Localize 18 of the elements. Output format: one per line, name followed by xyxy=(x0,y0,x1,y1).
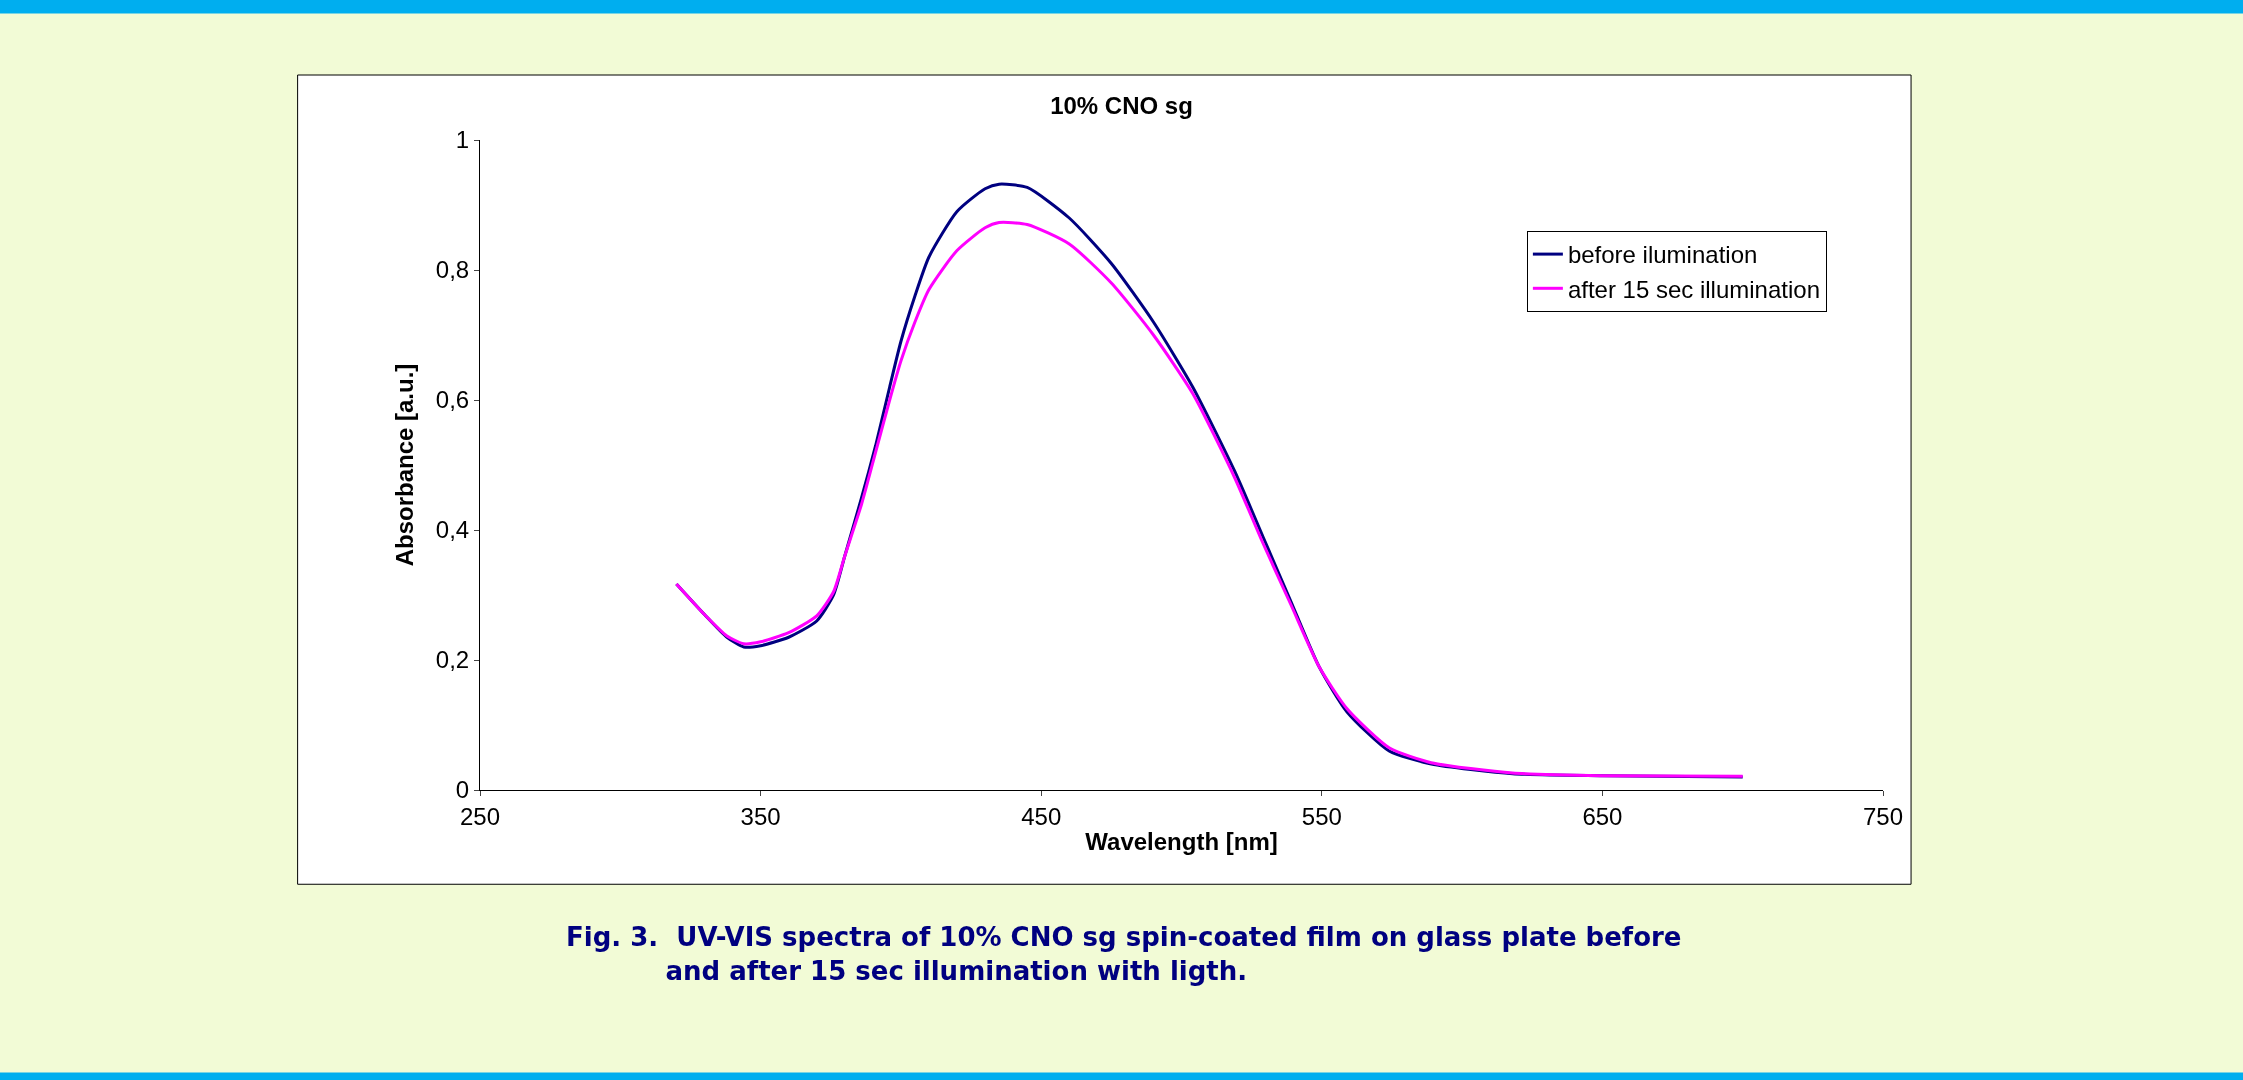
caption: Fig. 3. UV-VIS spectra of 10% CNO sg spin-coated film on glass plate before and after 15 sec illumination with ligth. xyxy=(566,922,1682,986)
x-axis-title: Wavelength [nm] xyxy=(1085,828,1278,856)
x-tick-label: 250 xyxy=(459,802,501,830)
y-tick-label: 1 xyxy=(455,126,470,154)
legend-label: before ilumination xyxy=(1567,241,1758,269)
y-axis-title: Absorbance [a.u.] xyxy=(390,363,418,567)
y-tick-label: 0,8 xyxy=(435,256,470,284)
y-tick-label: 0 xyxy=(455,776,470,804)
x-tick-label: 450 xyxy=(1021,802,1062,830)
y-tick-label: 0,2 xyxy=(435,646,470,674)
legend-label: after 15 sec illumination xyxy=(1567,275,1821,303)
y-tick-label: 0,6 xyxy=(435,386,470,414)
x-tick-label: 350 xyxy=(740,802,781,830)
x-tick-label: 650 xyxy=(1582,802,1623,830)
chart-title: 10% CNO sg xyxy=(1050,92,1193,119)
x-tick-label: 550 xyxy=(1301,802,1342,830)
y-tick-label: 0,4 xyxy=(435,516,470,544)
x-tick-label: 750 xyxy=(1862,802,1904,830)
